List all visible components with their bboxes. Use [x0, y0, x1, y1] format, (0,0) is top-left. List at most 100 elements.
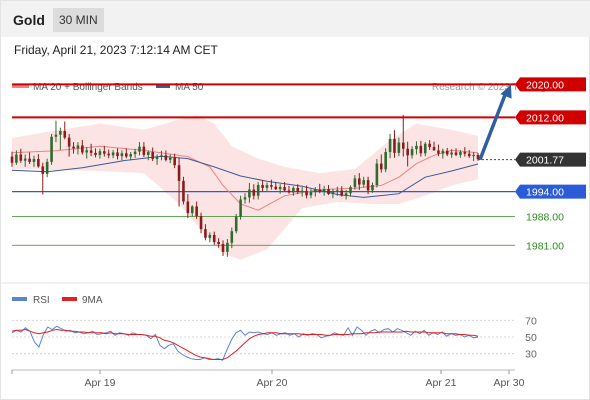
candle-body	[226, 242, 229, 252]
candle-body	[239, 199, 242, 217]
candle-body	[432, 147, 436, 151]
resistance-label-box-2012.00	[515, 110, 586, 125]
candle-body	[419, 145, 423, 154]
candle-body	[336, 190, 339, 193]
candle-body	[283, 187, 286, 191]
time-tick-label: Apr 30	[494, 377, 525, 389]
candle-body	[252, 189, 256, 196]
candle-body	[437, 150, 440, 154]
candle-body	[23, 158, 27, 161]
candle-body	[371, 185, 374, 191]
candle-body	[107, 153, 111, 156]
candle-body	[344, 193, 348, 196]
level-lines	[12, 83, 515, 246]
rsi-tick-70: 70	[525, 315, 537, 327]
candle-body	[243, 197, 247, 200]
ma50-legend-swatch	[156, 84, 170, 88]
candle-body	[204, 229, 207, 238]
candle-body	[41, 166, 45, 174]
candle-body	[111, 152, 115, 156]
candle-body	[195, 206, 198, 216]
resistance-label-2020.00: 2020.00	[526, 79, 564, 91]
candle-body	[32, 159, 36, 162]
candle-body	[397, 142, 401, 153]
candle-body	[10, 156, 14, 163]
candle-body	[142, 146, 146, 155]
candle-body	[72, 146, 75, 149]
time-tick-label: Apr 20	[257, 377, 288, 389]
candle-body	[59, 130, 62, 135]
candle-body	[76, 145, 80, 149]
candle-body	[305, 190, 308, 196]
candle-body	[278, 187, 282, 190]
candle-body	[296, 187, 300, 193]
candle-body	[67, 137, 71, 147]
candle-body	[168, 157, 172, 160]
candle-body	[199, 215, 203, 230]
candle-body	[208, 234, 212, 238]
moving-averages	[11, 145, 479, 211]
candle-body	[217, 241, 220, 245]
candle-body	[256, 185, 260, 196]
candle-body	[314, 189, 317, 193]
candle-body	[415, 145, 418, 150]
timeframe-badge[interactable]: 30 MIN	[53, 8, 104, 32]
pivot-label-1994.00: 1994.00	[526, 187, 564, 199]
candle-body	[54, 134, 58, 137]
candle-body	[160, 155, 163, 157]
ma50-legend-label: MA 50	[175, 82, 204, 93]
candle-body	[331, 192, 335, 195]
ma9-legend-swatch	[62, 297, 77, 301]
candle-body	[472, 154, 475, 157]
candle-body	[155, 156, 159, 160]
candle-body	[164, 155, 168, 160]
candle-body	[15, 154, 18, 163]
candle-body	[459, 152, 462, 155]
candle-body	[287, 190, 291, 193]
candle-body	[173, 157, 176, 166]
candle-body	[125, 153, 128, 157]
ma9-line	[11, 328, 479, 360]
candle-body	[230, 231, 234, 243]
candle-body	[454, 152, 458, 155]
time-axis: Apr 19 Apr 20 Apr 21 Apr 30	[11, 369, 525, 389]
candle-body	[467, 153, 471, 157]
candle-body	[151, 152, 154, 160]
candle-body	[384, 152, 387, 170]
resistance-label-2012.00: 2012.00	[526, 112, 564, 124]
candle-body	[63, 130, 67, 138]
ma20-line	[11, 145, 479, 211]
candle-body	[476, 154, 480, 160]
current-label-box-2001.77	[515, 152, 586, 167]
candle-body	[379, 163, 383, 170]
candle-body	[441, 150, 445, 154]
candle-body	[190, 206, 194, 214]
timestamp: Friday, April 21, 2023 7:12:14 AM CET	[14, 43, 218, 57]
rsi-tick-30: 30	[525, 349, 537, 361]
candle-body	[98, 151, 102, 155]
candle-body	[221, 244, 225, 252]
candle-body	[445, 150, 449, 155]
candle-body	[37, 159, 40, 167]
bollinger-bands	[12, 115, 478, 260]
candle-body	[423, 143, 427, 154]
candle-body	[265, 185, 269, 188]
candle-body	[234, 216, 238, 232]
candle-body	[292, 187, 295, 193]
candle-body	[50, 136, 53, 162]
candle-body	[375, 163, 379, 186]
ma20-legend-label: MA 20 + Bollinger Bands	[33, 82, 143, 93]
rsi-legend-swatch	[12, 297, 27, 301]
candle-body	[133, 151, 137, 155]
candle-body	[340, 190, 344, 196]
candle-body	[366, 180, 370, 191]
candle-body	[358, 178, 361, 185]
candle-body	[138, 146, 141, 152]
time-tick-label: Apr 21	[426, 377, 457, 389]
ma20-legend-swatch	[12, 84, 29, 88]
candle-body	[274, 186, 278, 190]
candle-body	[146, 152, 150, 155]
candle-body	[19, 154, 23, 161]
candle-body	[103, 151, 106, 154]
